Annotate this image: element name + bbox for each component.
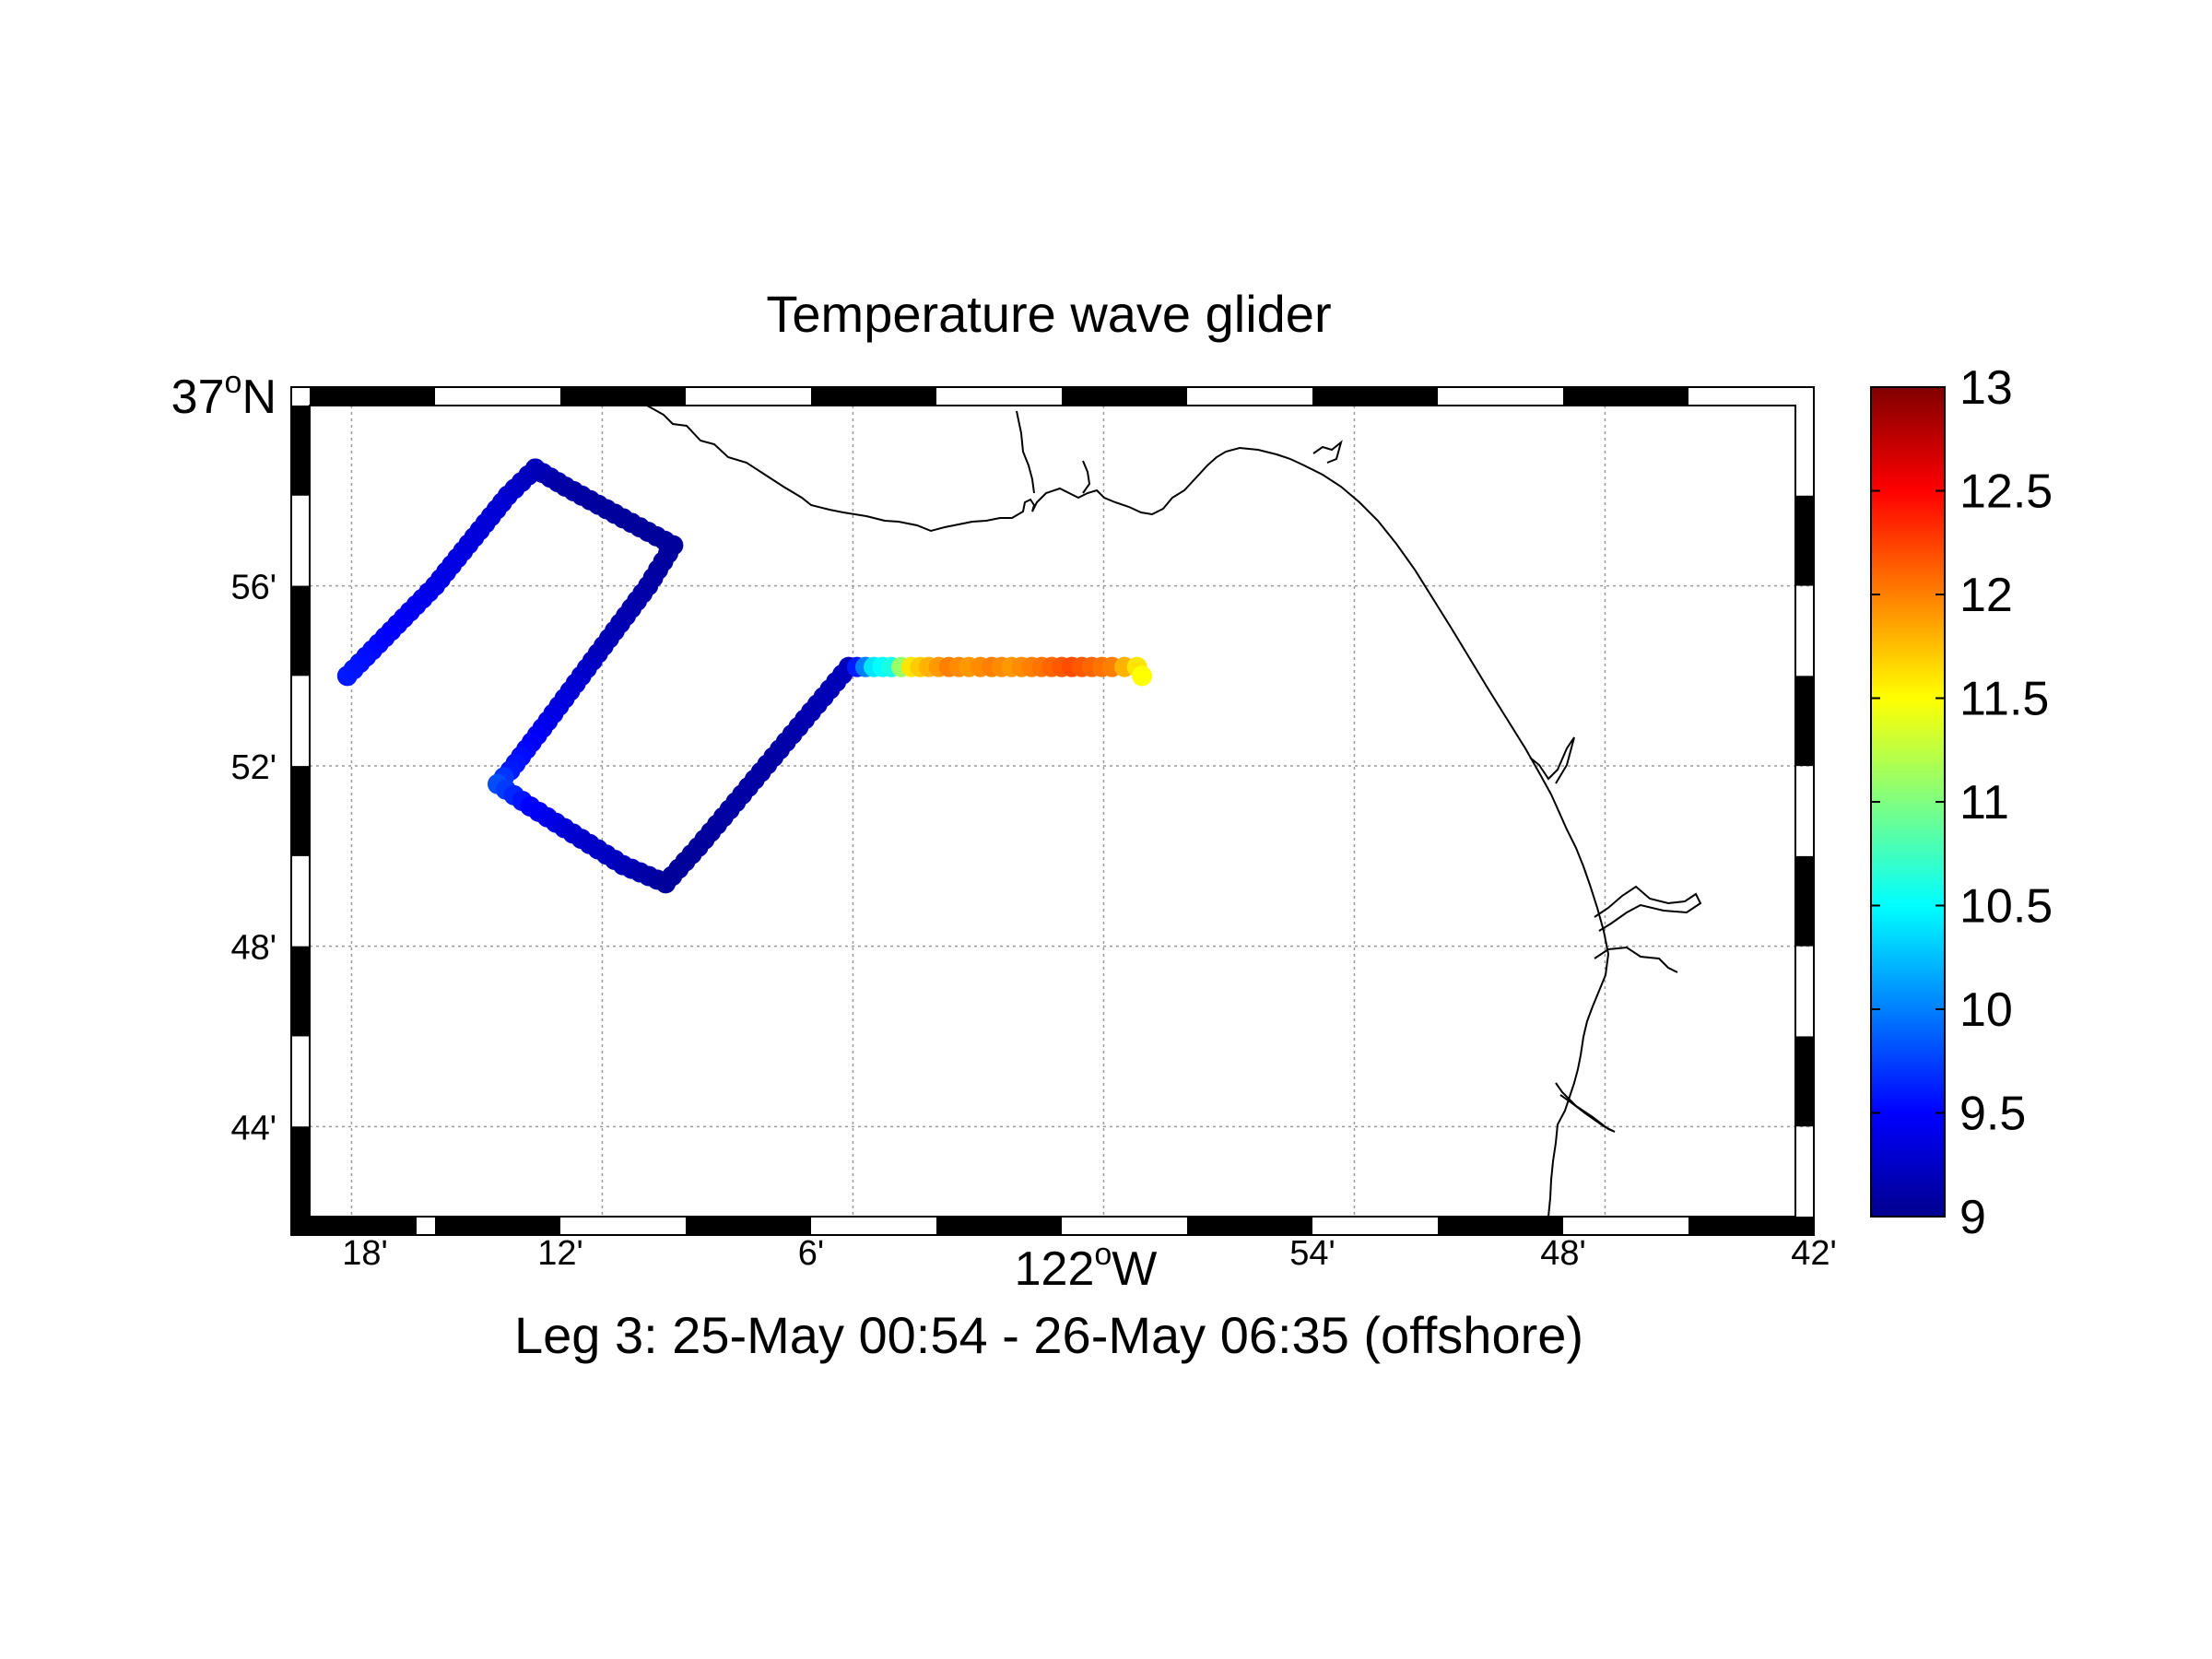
frame-segment-top [1563,387,1688,406]
coastline [646,406,1610,1217]
frame-segment-bottom [1688,1217,1814,1235]
colorbar-tick-label: 10 [1959,983,2013,1037]
colorbar-tick-label: 11.5 [1959,673,2049,726]
y-tick-label: 44' [230,1109,276,1147]
frame-segment-bottom [435,1217,560,1235]
frame-segment-right [1795,1036,1814,1127]
colorbar-tick-label: 11 [1959,776,2009,830]
y-tick-label: 48' [230,929,276,968]
track-point [1132,665,1153,687]
frame-segment-top [1062,387,1187,406]
colorbar-ticks: 13 12.5 12 11.5 11 10.5 10 9.5 9 [1871,361,2053,1244]
coastline-inlet-east [1312,440,1343,464]
colorbar-tick-label: 9.5 [1959,1088,2026,1141]
frame-segment-top [1312,387,1438,406]
frame-segment-top [560,387,686,406]
x-tick-labels: 18' 12' 6' 54' 48' 42' [342,1234,1837,1273]
y-tick-label: 52' [230,748,276,787]
x-tick-label: 6' [798,1234,824,1273]
chart-title: Temperature wave glider [766,285,1331,343]
x-tick-label: 54' [1289,1234,1335,1273]
colorbar-tick-label: 13 [1959,361,2013,415]
map-gridlines [310,406,1814,1217]
frame-segment-left [291,406,310,496]
frame-segment-top [811,387,936,406]
frame-segment-left [291,585,310,677]
frame-segment-bottom [1187,1217,1312,1235]
colorbar [1870,386,1946,1218]
coastline-estuary-mid [1594,885,1702,932]
coastline-creek [1082,460,1091,494]
y-tick-labels: 56' 52' 48' 44' [230,569,276,1148]
frame-segment-left [291,1126,310,1217]
x-degree-label: 122oW [1015,1237,1158,1296]
frame-segment-right [1795,855,1814,947]
coastline-estuary-lower [1594,946,1678,973]
frame-segment-bottom [1438,1217,1563,1235]
colorbar-tick-label: 12.5 [1959,465,2053,519]
x-tick-label: 12' [537,1234,583,1273]
x-tick-label: 18' [342,1234,388,1273]
frame-segment-bottom [686,1217,811,1235]
map-frame [290,386,1815,1236]
frame-segment-top [310,387,435,406]
colorbar-tick-label: 10.5 [1959,880,2053,934]
colorbar-tick-label: 12 [1959,569,2013,622]
frame-segment-bottom [291,1217,417,1235]
coastline-estuary-upper [1529,736,1575,784]
colorbar-tick-label: 9 [1959,1191,1986,1244]
chart-subtitle: Leg 3: 25-May 00:54 - 26-May 06:35 (offs… [514,1306,1583,1364]
coastline-harbor [1555,1082,1616,1133]
y-degree-label: 37oN [171,365,276,424]
frame-segment-right [1795,495,1814,586]
frame-segment-right [1795,676,1814,767]
x-tick-label: 42' [1791,1234,1837,1273]
coastline-slough-north [1016,410,1035,494]
frame-segment-left [291,766,310,856]
frame-segment-bottom [936,1217,1062,1235]
frame-segment-left [291,946,310,1037]
y-tick-label: 56' [230,569,276,607]
x-tick-label: 48' [1540,1234,1586,1273]
glider-track [336,458,1153,894]
plot-area [310,406,1814,1217]
